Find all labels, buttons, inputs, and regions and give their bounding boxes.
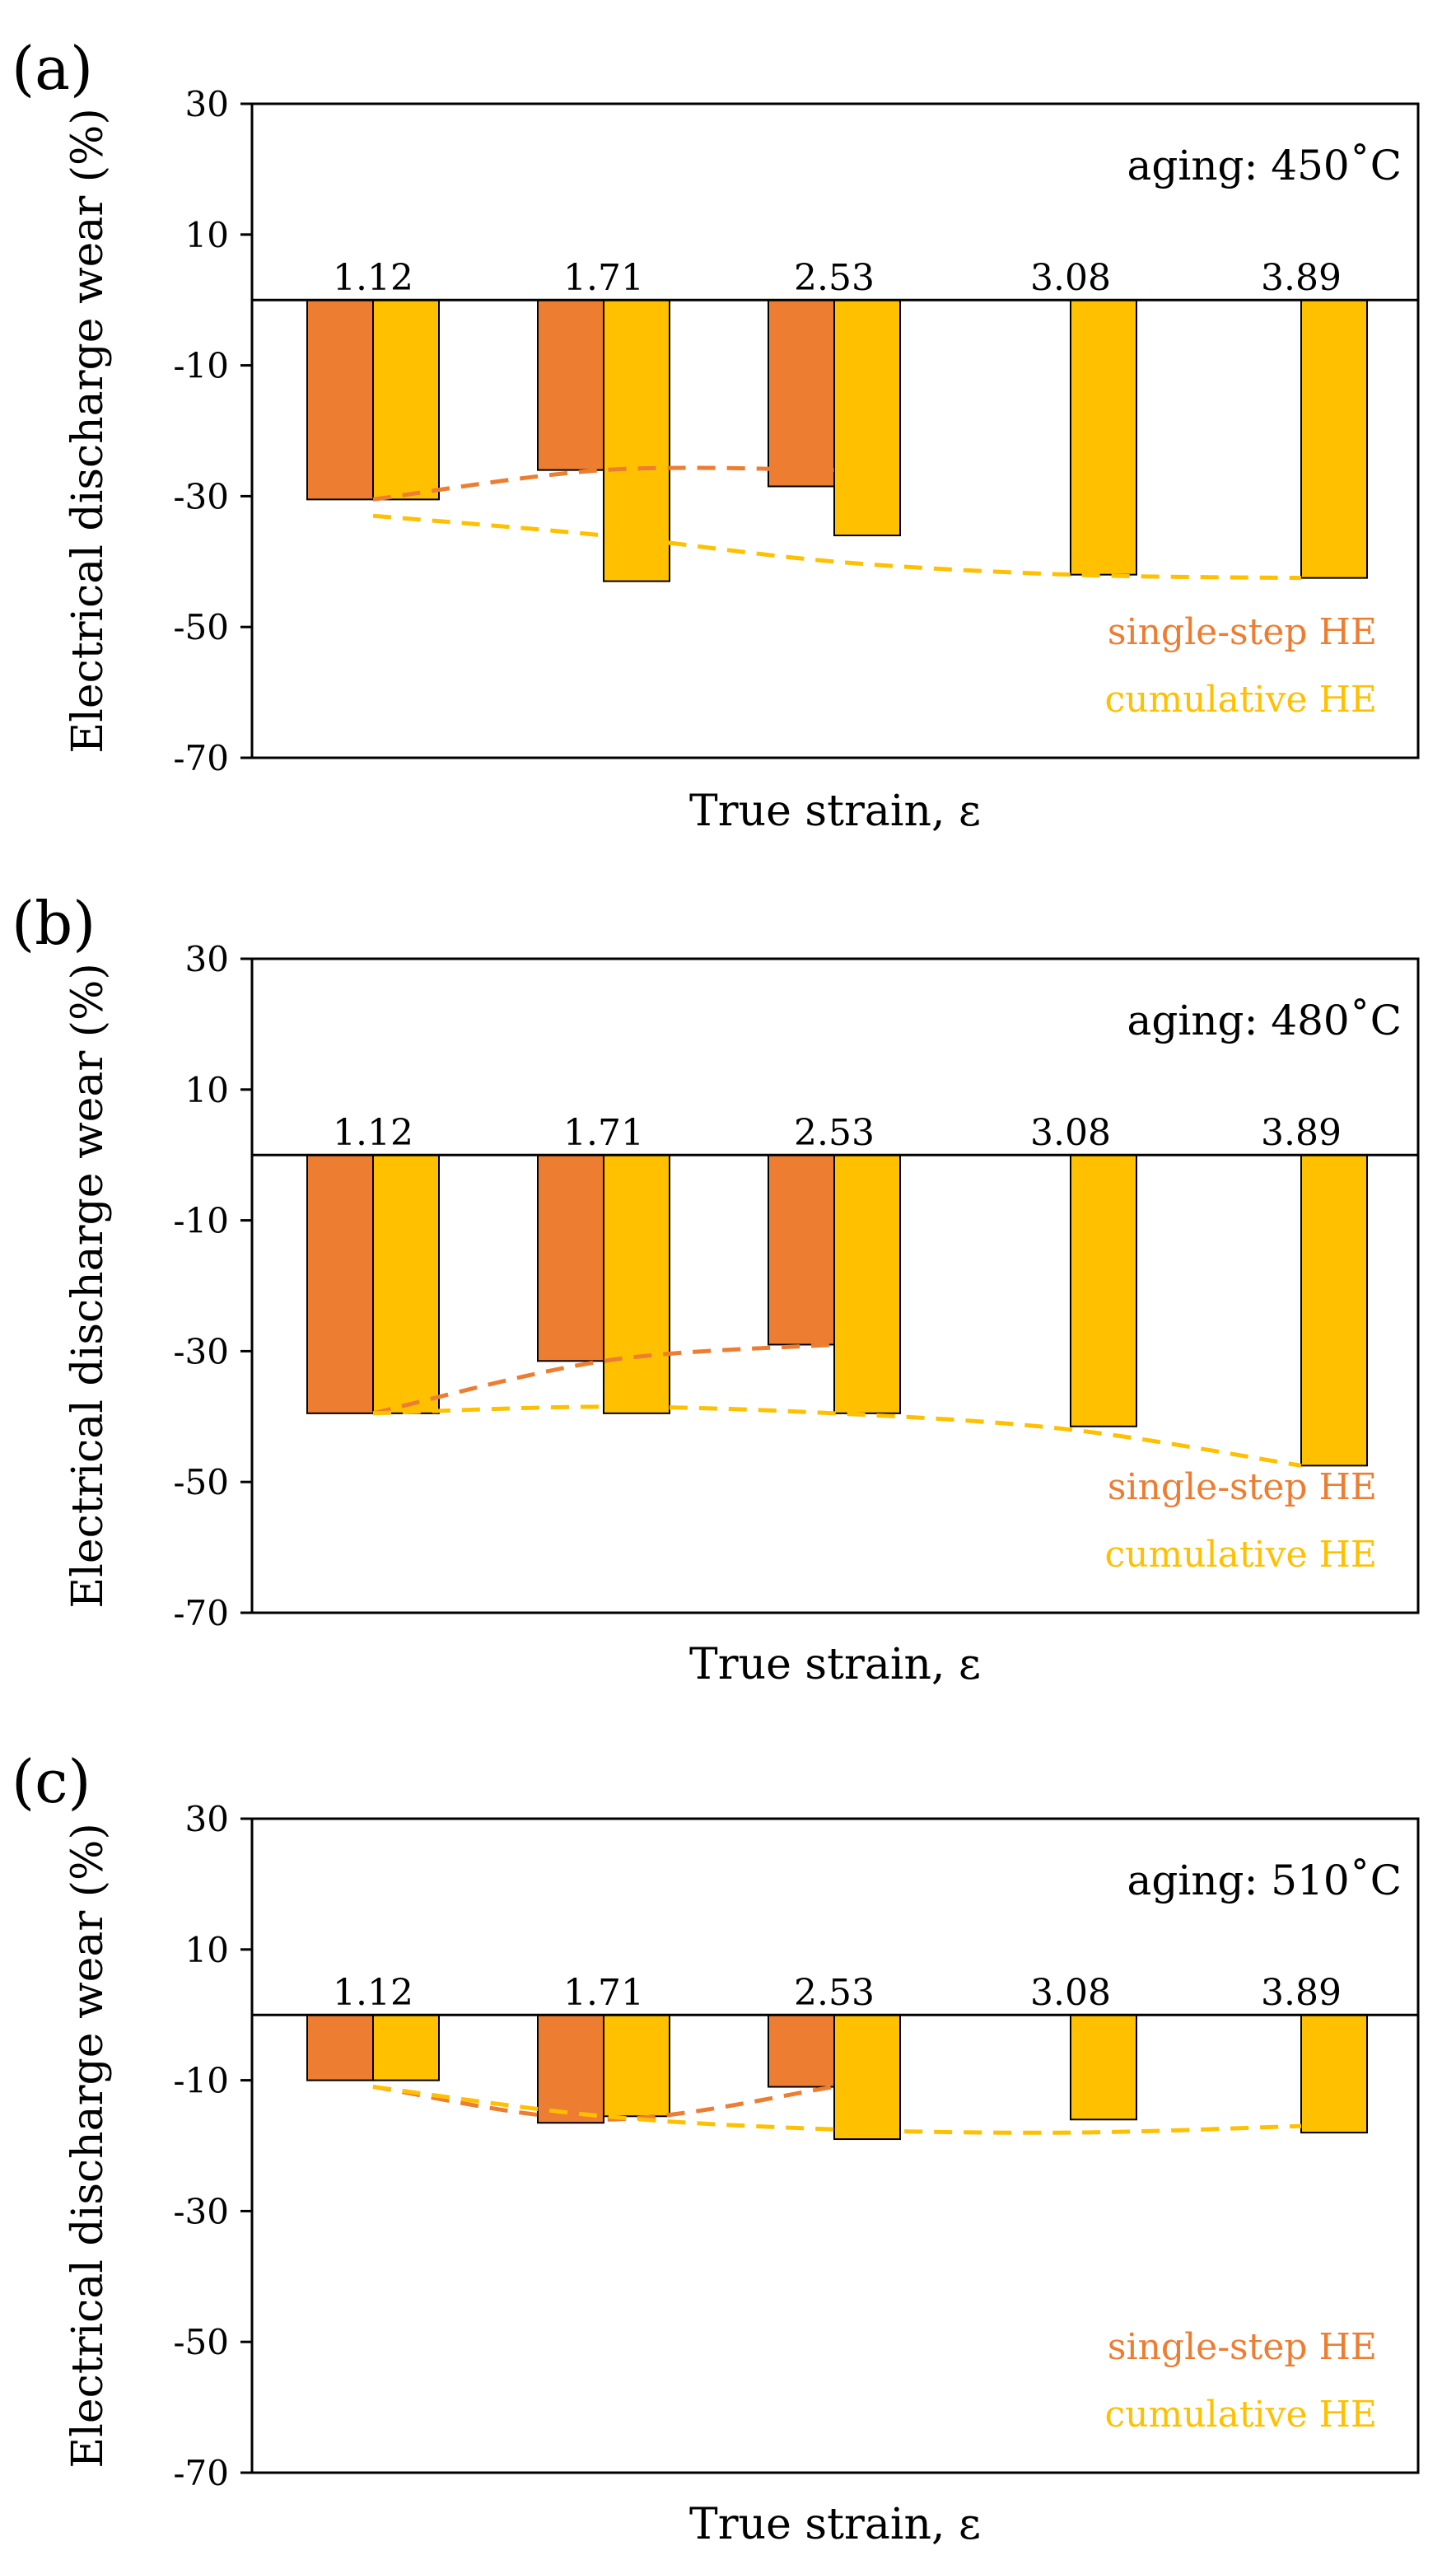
chart-panel-c: (c) 1.12 1.71 2.53 3.08 3.89 30 10 -10 -30 -50 -70 a… bbox=[12, 1747, 1420, 2549]
aging-annotation: aging: 450˚C bbox=[1127, 142, 1402, 189]
category-label: 1.12 bbox=[333, 1112, 413, 1154]
y-tick-label: -50 bbox=[173, 607, 229, 647]
category-label: 1.12 bbox=[333, 257, 413, 299]
y-tick-label: -30 bbox=[173, 476, 229, 516]
y-tick-label: -10 bbox=[173, 1201, 229, 1241]
y-tick-label: -70 bbox=[173, 738, 229, 778]
y-tick-label: -10 bbox=[173, 2061, 229, 2101]
plot-frame bbox=[250, 957, 1420, 1614]
legend-entry-single-step: single-step HE bbox=[1108, 611, 1377, 653]
trend-line-cumulative bbox=[372, 513, 1302, 581]
panel-label: (a) bbox=[12, 34, 93, 103]
legend: single-step HE cumulative HE bbox=[1105, 2326, 1377, 2436]
y-tick-label: 10 bbox=[185, 215, 229, 255]
bar-cumulative-1.12 bbox=[372, 1154, 440, 1414]
trend-line-cumulative bbox=[372, 1404, 1302, 1468]
bar-cumulative-2.53 bbox=[833, 299, 901, 537]
bar-single-step-2.53 bbox=[768, 1154, 835, 1346]
y-tick-label: -10 bbox=[173, 346, 229, 386]
bar-cumulative-3.89 bbox=[1300, 299, 1368, 579]
category-label: 1.71 bbox=[563, 257, 644, 299]
legend: single-step HE cumulative HE bbox=[1105, 1466, 1377, 1576]
bar-cumulative-2.53 bbox=[833, 1154, 901, 1414]
aging-annotation: aging: 480˚C bbox=[1127, 997, 1402, 1044]
category-label: 3.89 bbox=[1261, 257, 1342, 299]
trend-line-cumulative bbox=[372, 2085, 1302, 2135]
y-tick-label: 30 bbox=[185, 1799, 229, 1839]
legend-entry-cumulative: cumulative HE bbox=[1105, 679, 1377, 721]
bar-cumulative-1.71 bbox=[603, 299, 670, 582]
category-label: 3.89 bbox=[1261, 1972, 1342, 2014]
y-axis-title: Electrical discharge wear (%) bbox=[63, 963, 113, 1608]
bar-single-step-2.53 bbox=[768, 2014, 835, 2088]
category-label: 3.08 bbox=[1030, 257, 1111, 299]
bar-cumulative-3.08 bbox=[1070, 299, 1137, 576]
bar-cumulative-1.71 bbox=[603, 1154, 670, 1414]
bar-cumulative-1.12 bbox=[372, 2014, 440, 2081]
bar-single-step-1.12 bbox=[306, 2014, 374, 2081]
category-label: 3.89 bbox=[1261, 1112, 1342, 1154]
plot-frame bbox=[250, 102, 1420, 759]
x-axis-title: True strain, ε bbox=[689, 787, 981, 836]
category-label: 3.08 bbox=[1030, 1112, 1111, 1154]
category-label: 1.12 bbox=[333, 1972, 413, 2014]
y-tick-label: -50 bbox=[173, 2322, 229, 2362]
aging-annotation: aging: 510˚C bbox=[1127, 1857, 1402, 1904]
bar-cumulative-3.89 bbox=[1300, 1154, 1368, 1467]
x-axis-title: True strain, ε bbox=[689, 2500, 981, 2549]
legend-entry-single-step: single-step HE bbox=[1108, 2326, 1377, 2368]
y-tick-label: 10 bbox=[185, 1070, 229, 1110]
bar-cumulative-3.08 bbox=[1070, 2014, 1137, 2121]
legend-entry-single-step: single-step HE bbox=[1108, 1466, 1377, 1508]
bar-single-step-1.12 bbox=[306, 1154, 374, 1414]
bar-cumulative-2.53 bbox=[833, 2014, 901, 2141]
category-label: 2.53 bbox=[794, 257, 875, 299]
bar-single-step-2.53 bbox=[768, 299, 835, 488]
legend: single-step HE cumulative HE bbox=[1105, 611, 1377, 721]
panel-label: (b) bbox=[12, 889, 96, 958]
legend-entry-cumulative: cumulative HE bbox=[1105, 1534, 1377, 1576]
y-tick-label: -30 bbox=[173, 2191, 229, 2231]
y-axis-title: Electrical discharge wear (%) bbox=[63, 108, 113, 753]
x-axis-title: True strain, ε bbox=[689, 1640, 981, 1689]
bar-cumulative-1.12 bbox=[372, 299, 440, 501]
category-label: 2.53 bbox=[794, 1972, 875, 2014]
bar-cumulative-1.71 bbox=[603, 2014, 670, 2118]
y-tick-label: 10 bbox=[185, 1930, 229, 1970]
y-tick-label: 30 bbox=[185, 84, 229, 124]
y-tick-label: -70 bbox=[173, 2453, 229, 2493]
plot-frame bbox=[250, 1817, 1420, 2474]
bar-cumulative-3.08 bbox=[1070, 1154, 1137, 1427]
category-label: 1.71 bbox=[563, 1112, 644, 1154]
bar-cumulative-3.89 bbox=[1300, 2014, 1368, 2134]
bar-single-step-1.71 bbox=[537, 299, 604, 471]
bar-single-step-1.12 bbox=[306, 299, 374, 501]
bar-single-step-1.71 bbox=[537, 1154, 604, 1362]
y-tick-label: -50 bbox=[173, 1462, 229, 1502]
y-tick-label: -30 bbox=[173, 1331, 229, 1371]
chart-panel-a: (a) 1.12 1.71 2.53 3.08 3.89 30 10 -10 -30 -50 -70 a… bbox=[12, 34, 1420, 836]
y-tick-label: -70 bbox=[173, 1593, 229, 1633]
bar-single-step-1.71 bbox=[537, 2014, 604, 2124]
y-axis-title: Electrical discharge wear (%) bbox=[63, 1823, 113, 2468]
category-label: 1.71 bbox=[563, 1972, 644, 2014]
panel-label: (c) bbox=[12, 1747, 91, 1816]
legend-entry-cumulative: cumulative HE bbox=[1105, 2394, 1377, 2436]
category-label: 3.08 bbox=[1030, 1972, 1111, 2014]
chart-panel-b: (b) 1.12 1.71 2.53 3.08 3.89 30 10 -10 -30 -50 -70 a… bbox=[12, 889, 1420, 1689]
y-tick-label: 30 bbox=[185, 939, 229, 979]
category-label: 2.53 bbox=[794, 1112, 875, 1154]
